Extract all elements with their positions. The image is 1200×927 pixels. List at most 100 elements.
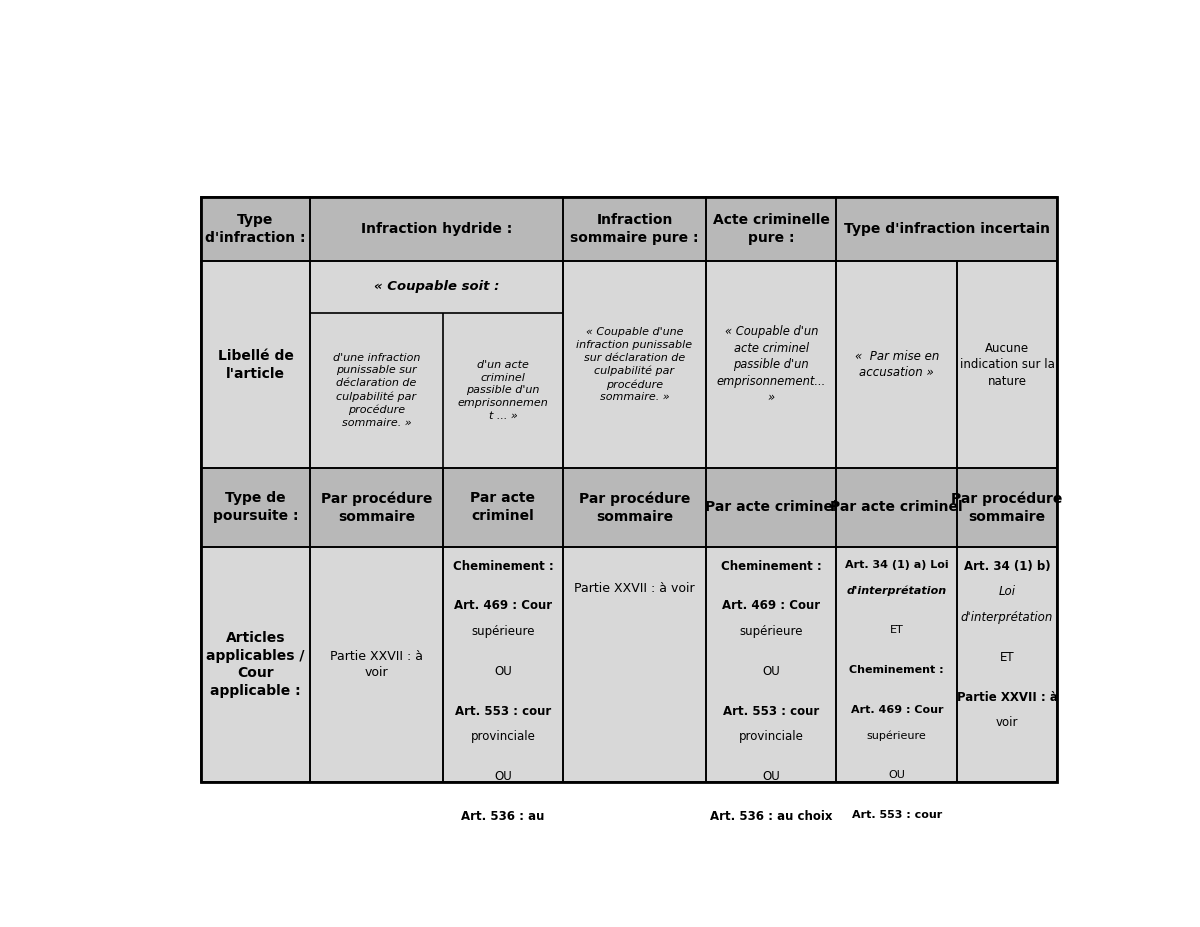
Bar <box>202 547 310 782</box>
Text: d'interprétation: d'interprétation <box>847 585 947 596</box>
Bar <box>836 547 958 782</box>
Bar <box>310 261 563 468</box>
Text: Par acte
criminel: Par acte criminel <box>470 491 535 524</box>
Text: supérieure: supérieure <box>866 730 926 741</box>
Text: « Coupable soit :: « Coupable soit : <box>373 280 499 293</box>
Bar <box>563 261 706 468</box>
Text: supérieure: supérieure <box>472 625 535 638</box>
Text: OU: OU <box>494 665 512 678</box>
Bar <box>310 197 563 261</box>
Text: d'une infraction
punissable sur
déclaration de
culpabilité par
procédure
sommair: d'une infraction punissable sur déclarat… <box>332 352 420 428</box>
Bar <box>563 261 706 468</box>
Bar <box>958 261 1057 468</box>
Text: ET: ET <box>1000 651 1014 664</box>
Text: d'un acte
criminel
passible d'un
emprisonnemen
t ... »: d'un acte criminel passible d'un empriso… <box>457 360 548 421</box>
Bar <box>563 468 706 547</box>
Bar <box>958 547 1057 782</box>
Text: provinciale: provinciale <box>470 730 535 743</box>
Bar <box>706 261 836 468</box>
Bar <box>836 261 958 468</box>
Text: provinciale: provinciale <box>866 836 928 845</box>
Text: Cheminement :: Cheminement : <box>452 560 553 573</box>
Bar <box>443 547 563 782</box>
Bar <box>310 468 443 547</box>
Bar <box>563 197 706 261</box>
Bar <box>706 468 836 547</box>
Bar <box>958 547 1057 782</box>
Text: Libellé de
l'article: Libellé de l'article <box>217 349 294 381</box>
Text: Art. 536 : au choix: Art. 536 : au choix <box>710 810 833 823</box>
Text: d'interprétation: d'interprétation <box>961 611 1054 624</box>
Text: «  Par mise en
accusation »: « Par mise en accusation » <box>854 349 938 379</box>
Text: voir: voir <box>996 717 1019 730</box>
Text: Articles
applicables /
Cour
applicable :: Articles applicables / Cour applicable : <box>206 630 305 698</box>
Bar <box>202 261 310 468</box>
Text: Par procédure
sommaire: Par procédure sommaire <box>952 491 1063 524</box>
Text: choix de: choix de <box>478 836 528 849</box>
Bar <box>202 547 310 782</box>
Text: Art. 536 : au: Art. 536 : au <box>461 810 545 823</box>
Bar <box>310 468 443 547</box>
Text: Art. 469 : Cour: Art. 469 : Cour <box>851 705 943 715</box>
Bar <box>310 547 443 782</box>
Text: « Coupable d'une
infraction punissable
sur déclaration de
culpabilité par
procéd: « Coupable d'une infraction punissable s… <box>576 327 692 402</box>
Text: Par procédure
sommaire: Par procédure sommaire <box>320 491 432 524</box>
Text: l'accusé: l'accusé <box>479 861 527 874</box>
Text: Art. 469 : Cour: Art. 469 : Cour <box>454 600 552 613</box>
Text: Cheminement :: Cheminement : <box>850 665 944 675</box>
Bar <box>958 261 1057 468</box>
Text: OU: OU <box>762 770 780 783</box>
Text: « Coupable d'un
acte criminel
passible d'un
emprisonnement...
»: « Coupable d'un acte criminel passible d… <box>716 325 826 404</box>
Text: Type
d'infraction :: Type d'infraction : <box>205 213 306 245</box>
Bar <box>836 197 1057 261</box>
Text: Par acte criminel: Par acte criminel <box>830 501 964 514</box>
Text: Aucune
indication sur la
nature: Aucune indication sur la nature <box>960 342 1055 387</box>
Bar <box>310 261 563 468</box>
Bar <box>563 197 706 261</box>
Text: Par procédure
sommaire: Par procédure sommaire <box>578 491 690 524</box>
Text: Type d'infraction incertain: Type d'infraction incertain <box>844 222 1050 236</box>
Text: de l'accusé: de l'accusé <box>738 836 804 849</box>
Text: OU: OU <box>494 770 512 783</box>
Bar <box>202 197 310 261</box>
Text: Partie XXVII : à voir: Partie XXVII : à voir <box>575 582 695 595</box>
Text: Art. 469 : Cour: Art. 469 : Cour <box>722 600 821 613</box>
Bar <box>958 468 1057 547</box>
Text: Loi: Loi <box>998 585 1015 598</box>
Bar <box>958 468 1057 547</box>
Text: OU: OU <box>888 770 905 781</box>
Bar <box>563 547 706 782</box>
Bar <box>443 547 563 782</box>
Text: OU: OU <box>762 665 780 678</box>
Text: Art. 34 (1) b): Art. 34 (1) b) <box>964 560 1050 573</box>
Text: Acte criminelle
pure :: Acte criminelle pure : <box>713 213 829 245</box>
Bar <box>836 197 1057 261</box>
Bar <box>706 547 836 782</box>
Bar <box>706 261 836 468</box>
Bar <box>836 468 958 547</box>
Bar <box>836 261 958 468</box>
Bar <box>443 468 563 547</box>
Text: Art. 34 (1) a) Loi: Art. 34 (1) a) Loi <box>845 560 949 569</box>
Text: Art. 553 : cour: Art. 553 : cour <box>455 705 551 717</box>
Bar <box>706 547 836 782</box>
Text: Par acte criminel: Par acte criminel <box>704 501 838 514</box>
Bar <box>563 547 706 782</box>
Text: Partie XXVII : à: Partie XXVII : à <box>956 691 1057 704</box>
Bar <box>202 261 310 468</box>
Bar <box>443 468 563 547</box>
Bar <box>202 468 310 547</box>
Text: Infraction
sommaire pure :: Infraction sommaire pure : <box>570 213 698 245</box>
Text: Art. 553 : cour: Art. 553 : cour <box>724 705 820 717</box>
Bar <box>836 468 958 547</box>
Bar <box>202 197 1057 782</box>
Bar <box>706 468 836 547</box>
Bar <box>706 197 836 261</box>
Text: supérieure: supérieure <box>739 625 803 638</box>
Text: OU: OU <box>888 876 905 885</box>
Text: Partie XXVII : à
voir: Partie XXVII : à voir <box>330 650 422 679</box>
Bar <box>310 547 443 782</box>
Text: Art. 553 : cour: Art. 553 : cour <box>852 810 942 820</box>
Text: Cheminement :: Cheminement : <box>721 560 822 573</box>
Text: Art. 536 : au choix: Art. 536 : au choix <box>839 915 954 925</box>
